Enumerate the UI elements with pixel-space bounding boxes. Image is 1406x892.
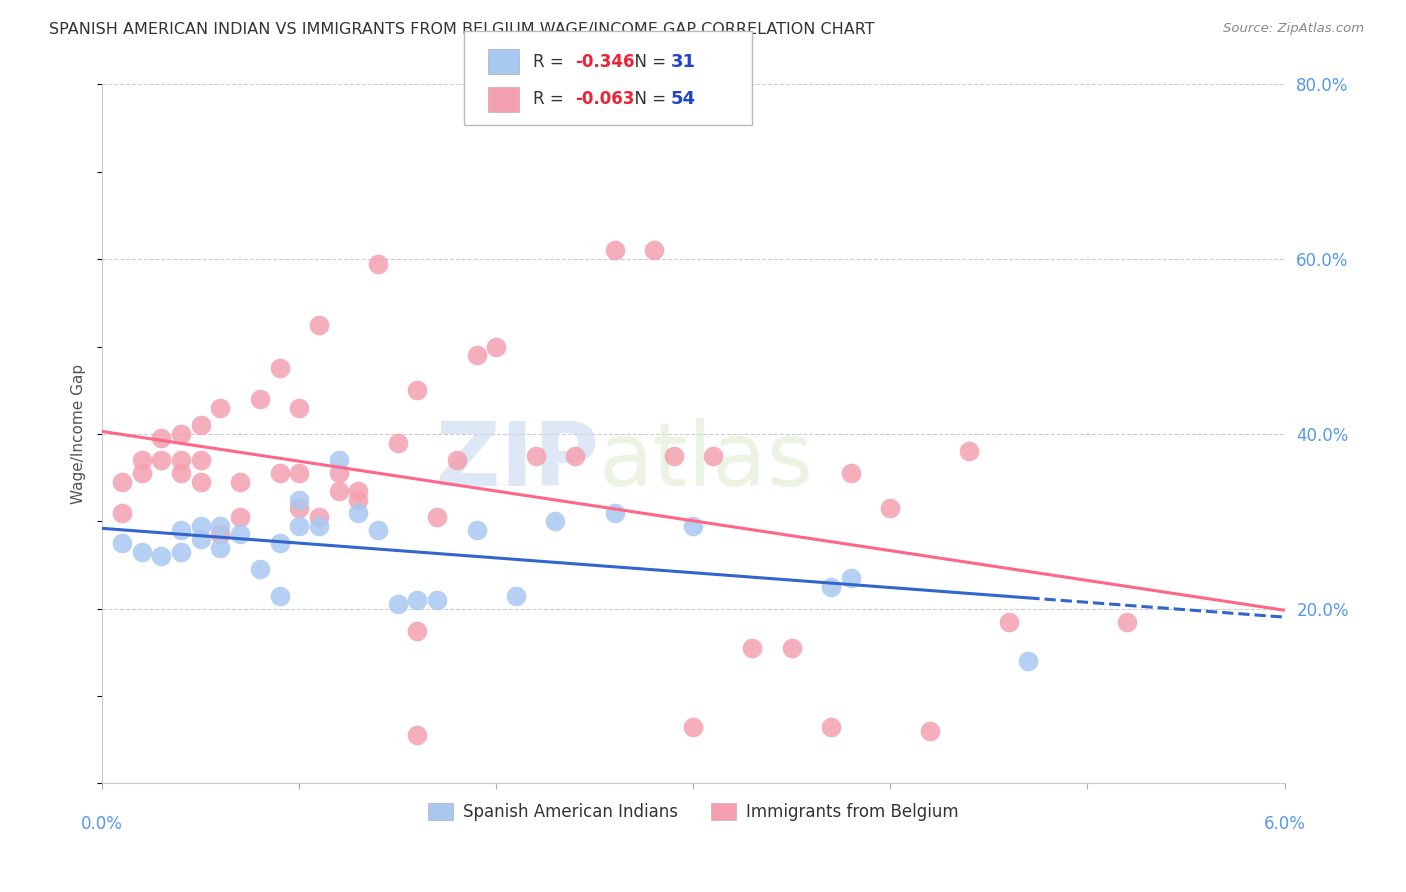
Point [249,562,271,576]
Text: SPANISH AMERICAN INDIAN VS IMMIGRANTS FROM BELGIUM WAGE/INCOME GAP CORRELATION C: SPANISH AMERICAN INDIAN VS IMMIGRANTS FR… [49,22,875,37]
Point [347,506,370,520]
Text: R =: R = [533,53,569,70]
Point [229,510,252,524]
Point [505,589,527,603]
Point [328,483,350,498]
Point [288,501,311,516]
Point [209,518,232,533]
Point [643,244,665,258]
Text: 31: 31 [671,53,696,70]
Text: atlas: atlas [599,418,814,506]
Point [131,467,153,481]
Point [190,418,212,433]
Point [249,392,271,406]
Text: N =: N = [624,90,672,108]
Text: 54: 54 [671,90,696,108]
Point [367,256,389,270]
Point [820,580,842,594]
Text: N =: N = [624,53,672,70]
Text: -0.346: -0.346 [575,53,634,70]
Point [308,518,330,533]
Point [170,467,193,481]
Point [682,518,704,533]
Legend: Spanish American Indians, Immigrants from Belgium: Spanish American Indians, Immigrants fro… [422,796,966,828]
Point [190,475,212,489]
Point [820,720,842,734]
Point [603,506,626,520]
Point [150,431,173,445]
Point [544,514,567,528]
Point [150,549,173,564]
Point [465,348,488,362]
Point [387,435,409,450]
Point [269,536,291,550]
Point [741,641,763,656]
Point [918,724,941,739]
Point [288,492,311,507]
Point [131,453,153,467]
Text: ZIP: ZIP [436,418,599,506]
Point [426,510,449,524]
Point [111,506,134,520]
Point [839,467,862,481]
Point [111,475,134,489]
Text: 6.0%: 6.0% [1264,815,1305,833]
Point [190,532,212,546]
Point [209,541,232,555]
Point [190,518,212,533]
Point [269,361,291,376]
Point [269,589,291,603]
Point [170,545,193,559]
Point [446,453,468,467]
Text: -0.063: -0.063 [575,90,634,108]
Point [308,318,330,332]
Point [170,427,193,442]
Point [308,510,330,524]
Point [406,624,429,638]
Point [347,483,370,498]
Point [288,467,311,481]
Point [957,444,980,458]
Point [269,467,291,481]
Point [111,536,134,550]
Point [229,527,252,541]
Point [406,593,429,607]
Point [328,453,350,467]
Point [170,523,193,537]
Point [603,244,626,258]
Point [564,449,586,463]
Point [839,571,862,585]
Point [780,641,803,656]
Point [288,401,311,415]
Point [131,545,153,559]
Y-axis label: Wage/Income Gap: Wage/Income Gap [72,364,86,504]
Point [406,728,429,742]
Point [170,453,193,467]
Text: Source: ZipAtlas.com: Source: ZipAtlas.com [1223,22,1364,36]
Point [209,527,232,541]
Point [229,475,252,489]
Point [426,593,449,607]
Text: 0.0%: 0.0% [82,815,124,833]
Point [682,720,704,734]
Point [209,401,232,415]
Text: R =: R = [533,90,569,108]
Point [328,467,350,481]
Point [367,523,389,537]
Point [150,453,173,467]
Point [465,523,488,537]
Point [288,518,311,533]
Point [702,449,724,463]
Point [485,340,508,354]
Point [406,384,429,398]
Point [347,492,370,507]
Point [524,449,547,463]
Point [997,615,1019,629]
Point [879,501,901,516]
Point [1115,615,1137,629]
Point [387,598,409,612]
Point [1017,654,1039,668]
Point [662,449,685,463]
Point [190,453,212,467]
